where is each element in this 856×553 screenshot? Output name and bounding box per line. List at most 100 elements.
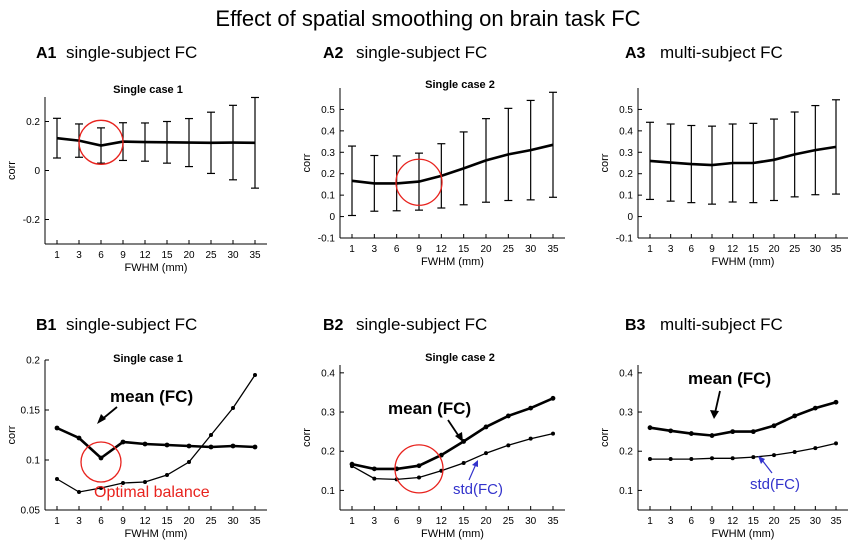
y-tick-label: -0.2 bbox=[23, 215, 41, 226]
panel-subtitle-a3: multi-subject FC bbox=[660, 43, 783, 62]
x-tick-label: 30 bbox=[810, 516, 822, 527]
x-tick-label: 12 bbox=[139, 516, 151, 527]
std-data-point bbox=[689, 457, 694, 462]
x-tick-label: 25 bbox=[789, 244, 801, 255]
chart-b1: 0.05 0.1 0.15 0.2 1 3 6 9 12 15 20 25 30 35 FWHM (mm) c… bbox=[6, 356, 267, 540]
std-data-point bbox=[506, 443, 511, 448]
x-tick-label: 1 bbox=[54, 516, 60, 527]
std-data-point bbox=[551, 431, 555, 436]
mean-data-point bbox=[120, 439, 126, 445]
y-tick-label: -0.1 bbox=[616, 234, 634, 245]
std-data-point bbox=[253, 373, 257, 377]
y-tick-label: 0 bbox=[627, 212, 633, 223]
std-data-point bbox=[792, 450, 797, 454]
mean-data-point bbox=[371, 466, 377, 472]
y-tick-label: 0.4 bbox=[321, 126, 335, 137]
y-tick-label: 0.2 bbox=[619, 169, 633, 180]
panel-label-b1: B1 bbox=[36, 317, 57, 334]
y-tick-label: 0.1 bbox=[321, 486, 335, 497]
panel-subtitle-b2: single-subject FC bbox=[356, 315, 487, 334]
std-label-b3: std(FC) bbox=[750, 476, 800, 493]
x-axis-label: FWHM (mm) bbox=[125, 262, 188, 274]
x-tick-label: 20 bbox=[768, 516, 780, 527]
y-axis-label: corr bbox=[599, 153, 611, 172]
chart-a2: -0.1 0 0.1 0.2 0.3 0.4 0.5 1 3 6 9 12 15 20 25 30 35 FWHM… bbox=[301, 88, 565, 268]
mean-data-point bbox=[730, 429, 736, 435]
panel-label-a3: A3 bbox=[625, 45, 646, 62]
x-tick-label: 15 bbox=[161, 250, 173, 261]
y-tick-label: 0.2 bbox=[26, 117, 40, 128]
panel-label-b2: B2 bbox=[323, 317, 344, 334]
x-tick-label: 25 bbox=[503, 516, 515, 527]
x-axis-label: FWHM (mm) bbox=[125, 528, 188, 540]
x-tick-label: 3 bbox=[668, 244, 674, 255]
std-arrowhead-b2 bbox=[472, 460, 478, 467]
x-tick-label: 15 bbox=[458, 516, 470, 527]
x-tick-label: 6 bbox=[98, 516, 104, 527]
x-tick-label: 20 bbox=[480, 244, 492, 255]
x-tick-label: 3 bbox=[76, 516, 82, 527]
mean-label-b1: mean (FC) bbox=[110, 387, 193, 406]
x-tick-label: 35 bbox=[830, 244, 842, 255]
chart-a3: -0.1 0 0.1 0.2 0.3 0.4 0.5 1 3 6 9 12 15 20 25 30 35 FWHM… bbox=[599, 88, 848, 268]
x-tick-label: 3 bbox=[372, 516, 378, 527]
y-axis-label: corr bbox=[6, 161, 18, 180]
x-tick-label: 35 bbox=[547, 516, 559, 527]
mean-arrowhead-b2 bbox=[455, 432, 463, 442]
mean-data-point bbox=[416, 463, 422, 469]
std-data-point bbox=[231, 406, 235, 410]
std-arrow-b3 bbox=[761, 459, 773, 474]
mean-data-point bbox=[76, 435, 82, 441]
y-tick-label: 0 bbox=[34, 166, 40, 177]
y-tick-label: 0.15 bbox=[21, 406, 41, 417]
x-tick-label: 9 bbox=[120, 516, 126, 527]
y-axis-label: corr bbox=[301, 428, 313, 447]
std-data-point bbox=[187, 460, 191, 464]
mean-data-point bbox=[550, 395, 556, 401]
mean-data-point bbox=[792, 413, 798, 419]
std-data-point bbox=[55, 477, 59, 481]
x-tick-label: 30 bbox=[525, 244, 537, 255]
std-data-point bbox=[350, 464, 354, 469]
std-data-point bbox=[165, 473, 169, 477]
x-tick-label: 1 bbox=[349, 516, 355, 527]
mean-arrow-b3 bbox=[714, 390, 721, 414]
case-label-b2: Single case 2 bbox=[425, 352, 495, 364]
mean-data-point bbox=[750, 429, 756, 435]
x-tick-label: 12 bbox=[436, 244, 448, 255]
highlight-circle bbox=[394, 444, 444, 494]
std-series-line bbox=[56, 374, 256, 493]
mean-data-point bbox=[771, 423, 777, 429]
x-tick-label: 6 bbox=[394, 244, 400, 255]
x-tick-label: 1 bbox=[647, 244, 653, 255]
std-data-point bbox=[834, 441, 838, 446]
mean-data-point bbox=[709, 433, 715, 438]
y-tick-label: 0.3 bbox=[321, 148, 335, 159]
y-tick-label: 0.2 bbox=[26, 356, 40, 367]
x-tick-label: 25 bbox=[205, 516, 217, 527]
mean-data-point bbox=[186, 443, 192, 449]
std-data-point bbox=[668, 457, 673, 462]
panel-subtitle-b3: multi-subject FC bbox=[660, 315, 783, 334]
x-tick-label: 9 bbox=[416, 244, 422, 255]
x-tick-label: 20 bbox=[480, 516, 492, 527]
panel-subtitle-b1: single-subject FC bbox=[66, 315, 197, 334]
x-tick-label: 35 bbox=[249, 250, 261, 261]
std-arrow-b2 bbox=[468, 463, 477, 481]
std-data-point bbox=[417, 475, 421, 480]
mean-label-b2: mean (FC) bbox=[388, 399, 471, 418]
x-tick-label: 12 bbox=[436, 516, 448, 527]
case-label-a2: Single case 2 bbox=[425, 79, 495, 91]
x-tick-label: 1 bbox=[349, 244, 355, 255]
x-axis-label: FWHM (mm) bbox=[712, 528, 775, 540]
x-tick-label: 6 bbox=[394, 516, 400, 527]
y-tick-label: 0.5 bbox=[619, 105, 633, 116]
y-tick-label: 0.3 bbox=[619, 408, 633, 419]
y-tick-label: 0.1 bbox=[26, 456, 40, 467]
x-tick-label: 12 bbox=[727, 244, 739, 255]
x-tick-label: 25 bbox=[789, 516, 801, 527]
x-tick-label: 9 bbox=[120, 250, 126, 261]
x-tick-label: 25 bbox=[205, 250, 217, 261]
x-tick-label: 20 bbox=[183, 250, 195, 261]
